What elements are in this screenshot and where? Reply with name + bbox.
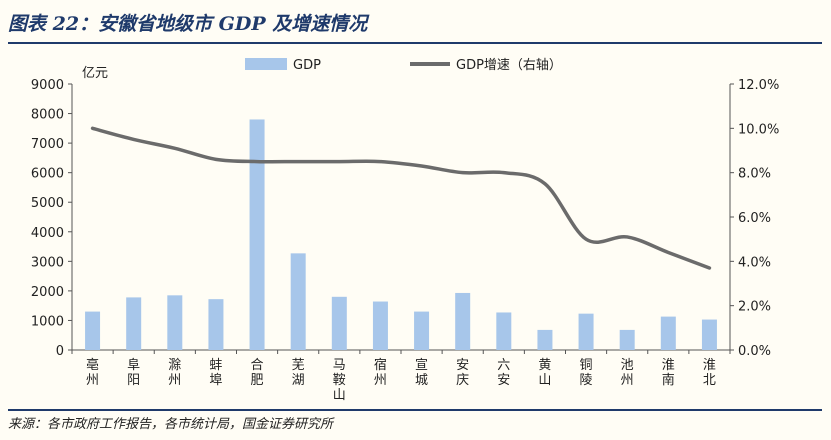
- category-label: 安庆: [456, 358, 469, 388]
- right-tick-label: 6.0%: [738, 211, 771, 226]
- category-label: 宣城: [415, 357, 428, 388]
- left-tick-label: 8000: [31, 108, 64, 123]
- right-tick-label: 2.0%: [738, 300, 771, 315]
- gdp-bar: [414, 311, 430, 350]
- category-label: 合肥: [251, 358, 264, 388]
- right-tick-label: 12.0%: [738, 78, 779, 93]
- chart-title: 图表 22：安徽省地级市 GDP 及增速情况: [8, 13, 370, 35]
- gdp-bar: [660, 316, 676, 350]
- left-tick-label: 3000: [31, 255, 64, 270]
- category-label: 池州: [621, 358, 634, 388]
- category-label: 铜陵: [580, 358, 593, 388]
- right-axis-ticks: 0.0% 2.0% 4.0% 6.0% 8.0% 10.0% 12.0%: [730, 78, 779, 359]
- gdp-bars: [85, 119, 717, 350]
- category-label: 芜湖: [292, 358, 305, 388]
- gdp-bar: [372, 301, 388, 350]
- left-axis-unit: 亿元: [82, 66, 108, 81]
- right-tick-label: 8.0%: [738, 167, 771, 182]
- left-tick-label: 2000: [31, 285, 64, 300]
- category-label: 马鞍山: [333, 358, 346, 403]
- category-label: 滁州: [168, 357, 181, 388]
- category-label: 亳州: [86, 357, 99, 388]
- gdp-bar: [85, 311, 101, 350]
- right-tick-label: 0.0%: [738, 344, 771, 359]
- legend: GDP GDP增速（右轴）: [245, 58, 562, 73]
- gdp-bar: [208, 299, 224, 350]
- gdp-bar: [290, 253, 306, 350]
- legend-label-growth: GDP增速（右轴）: [456, 58, 562, 73]
- left-tick-label: 6000: [31, 167, 64, 182]
- left-tick-label: 7000: [31, 137, 64, 152]
- legend-label-gdp: GDP: [293, 58, 321, 73]
- gdp-bar: [167, 295, 183, 350]
- category-label: 宿州: [374, 357, 387, 388]
- gdp-bar: [701, 319, 717, 350]
- right-tick-label: 4.0%: [738, 255, 771, 270]
- growth-line: [90, 126, 712, 270]
- gdp-bar: [578, 313, 594, 350]
- gdp-bar: [249, 119, 265, 350]
- left-tick-label: 4000: [31, 226, 64, 241]
- legend-swatch-gdp: [245, 58, 287, 70]
- source-note: 来源：各市政府工作报告，各市统计局，国金证券研究所: [8, 416, 335, 432]
- gdp-bar: [126, 297, 142, 350]
- category-label: 淮北: [703, 358, 716, 388]
- gdp-bar: [331, 296, 347, 350]
- gdp-bar: [537, 329, 553, 350]
- gdp-bar: [455, 292, 471, 350]
- category-label: 蚌埠: [209, 358, 222, 388]
- right-tick-label: 10.0%: [738, 122, 779, 137]
- left-tick-label: 0: [56, 344, 64, 359]
- left-tick-label: 1000: [31, 314, 64, 329]
- left-tick-label: 9000: [31, 78, 64, 93]
- left-axis-ticks: 0 1000 2000 3000 4000 5000 6000 7000 8000 9000: [31, 78, 72, 359]
- gdp-bar: [496, 312, 512, 350]
- category-label: 黄山: [538, 358, 551, 388]
- category-label: 六安: [497, 358, 510, 388]
- left-tick-label: 5000: [31, 196, 64, 211]
- category-label: 淮南: [662, 358, 675, 388]
- category-label: 阜阳: [127, 357, 140, 388]
- growth-line-layer: [90, 126, 712, 270]
- gdp-bar: [619, 329, 635, 350]
